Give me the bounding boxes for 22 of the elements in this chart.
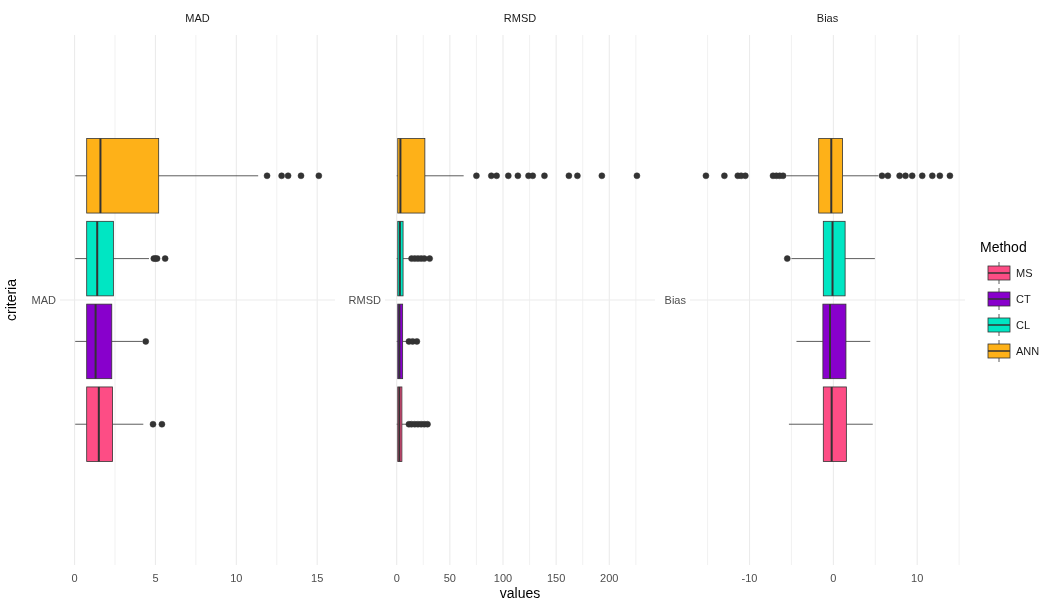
legend-label: ANN <box>1016 345 1040 357</box>
x-tick-label: 200 <box>600 572 619 584</box>
x-tick-label: 5 <box>152 572 159 584</box>
chart-title: MAD <box>185 12 210 24</box>
x-axis-title: values <box>499 585 541 601</box>
x-tick-label: 0 <box>393 572 400 584</box>
x-tick-label: 50 <box>443 572 456 584</box>
chart-title: Bias <box>816 12 839 24</box>
legend-label: MS <box>1016 267 1033 279</box>
x-tick-label: -10 <box>741 572 758 584</box>
y-axis-title: criteria <box>3 278 19 322</box>
legend-label: CL <box>1016 319 1031 331</box>
x-tick-label: 0 <box>71 572 78 584</box>
legend-label: CT <box>1016 293 1031 305</box>
x-tick-label: 10 <box>230 572 243 584</box>
legend-title: Method <box>980 239 1027 255</box>
x-tick-label: 150 <box>546 572 566 584</box>
x-tick-label: 15 <box>311 572 324 584</box>
x-tick-label: 10 <box>911 572 924 584</box>
chart-title: RMSD <box>503 12 537 24</box>
x-tick-label: 0 <box>830 572 837 584</box>
x-tick-label: 100 <box>493 572 513 584</box>
